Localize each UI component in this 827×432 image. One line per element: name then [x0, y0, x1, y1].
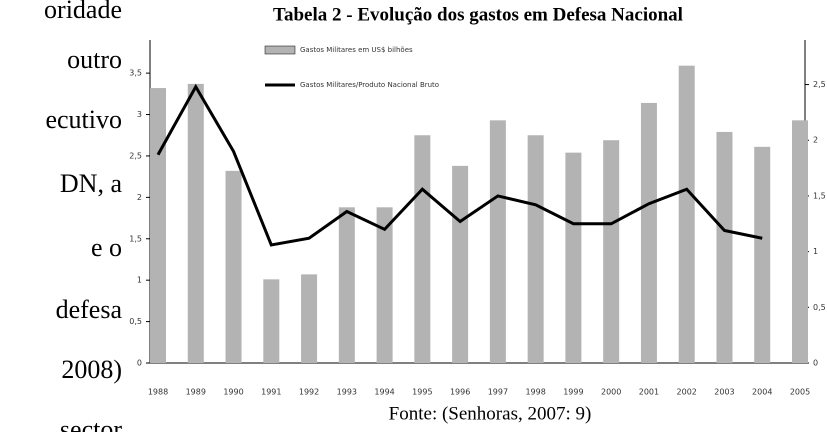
body-text: 2008) [61, 355, 122, 384]
y-tick-label: 0 [137, 359, 142, 368]
x-tick-label: 2005 [790, 388, 810, 397]
x-tick-label: 1990 [223, 388, 243, 397]
y2-tick-label: 0,5 [813, 303, 826, 312]
bar [489, 120, 506, 363]
x-tick-label: 1994 [374, 388, 394, 397]
line [156, 83, 763, 247]
bar [338, 207, 355, 363]
bar [414, 135, 431, 363]
legend-label: Gastos Militares em US$ bilhões [300, 46, 413, 54]
body-text: sector [60, 415, 122, 432]
bar [565, 152, 582, 363]
legend-swatch [264, 45, 296, 55]
body-text: oridade [44, 0, 122, 24]
y2-tick-label: 2 [813, 136, 818, 145]
body-text: outro [67, 45, 122, 74]
y-tick-label: 2 [137, 193, 142, 202]
x-tick-label: 1989 [186, 388, 206, 397]
y2-tick-label: 2,5 [813, 80, 826, 89]
bar [527, 135, 544, 363]
x-tick-label: 2001 [639, 388, 659, 397]
y2-tick-label: 1 [813, 247, 818, 256]
x-tick-label: 2004 [752, 388, 772, 397]
bar [187, 83, 204, 364]
y-tick-label: 1,5 [129, 234, 142, 243]
y2-tick-label: 1,5 [813, 191, 826, 200]
x-tick-label: 1997 [488, 388, 508, 397]
x-tick-label: 1998 [525, 388, 545, 397]
x-tick-label: 1991 [261, 388, 281, 397]
y-tick-label: 2,5 [129, 151, 142, 160]
y-tick-label: 3 [137, 110, 142, 119]
x-tick-label: 1999 [563, 388, 583, 397]
body-text: defesa [56, 295, 123, 324]
x-tick-label: 1992 [299, 388, 319, 397]
y2-tick-label: 0 [813, 359, 818, 368]
bar [150, 88, 166, 364]
x-tick-label: 2003 [714, 388, 734, 397]
bar [263, 279, 280, 363]
bar [678, 65, 695, 363]
x-tick-label: 1995 [412, 388, 432, 397]
chart-title: Tabela 2 - Evolução dos gastos em Defesa… [273, 4, 683, 25]
y-tick-label: 3,5 [129, 69, 142, 78]
body-text: ecutivo [45, 105, 122, 134]
y-tick-label: 1 [137, 276, 142, 285]
bar [301, 274, 318, 363]
bar [792, 120, 808, 363]
x-tick-label: 2002 [677, 388, 697, 397]
bar [376, 207, 393, 363]
bar [225, 170, 242, 363]
bar [716, 131, 733, 363]
x-tick-label: 1993 [337, 388, 357, 397]
bar [452, 165, 469, 363]
x-tick-label: 1996 [450, 388, 470, 397]
y-tick-label: 0,5 [129, 317, 142, 326]
bar [603, 140, 620, 363]
bar [754, 146, 771, 363]
body-text: e o [91, 233, 122, 262]
legend-label: Gastos Militares/Produto Nacional Bruto [300, 81, 439, 89]
x-tick-label: 1988 [148, 388, 168, 397]
x-tick-label: 2000 [601, 388, 621, 397]
body-text: DN, a [60, 169, 123, 198]
bar [640, 102, 657, 363]
chart-source: Fonte: (Senhoras, 2007: 9) [389, 403, 592, 424]
